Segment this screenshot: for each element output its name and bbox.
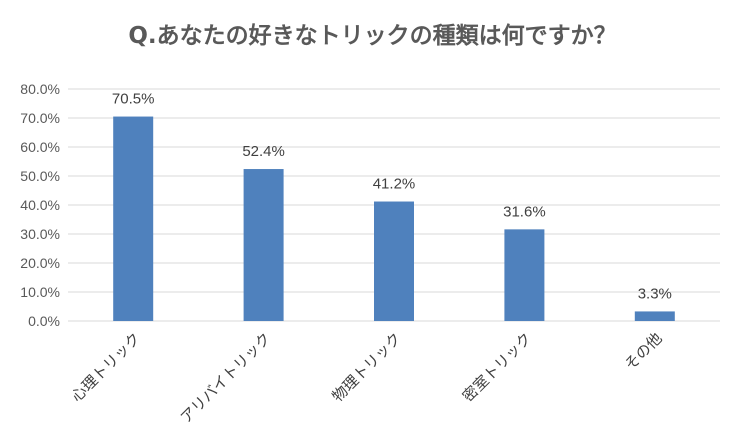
y-tick-label: 0.0%	[28, 313, 60, 329]
bar	[374, 201, 414, 321]
data-label: 41.2%	[373, 176, 416, 193]
y-tick-label: 60.0%	[20, 139, 60, 155]
bar	[634, 311, 675, 321]
category-label: 心理トリック	[68, 329, 144, 405]
y-tick-label: 10.0%	[20, 284, 60, 300]
bar	[113, 116, 154, 321]
category-label: その他	[621, 329, 666, 374]
category-label: 密室トリック	[459, 329, 535, 405]
data-label: 52.4%	[242, 143, 285, 160]
chart-title: Q.あなたの好きなトリックの種類は何ですか？	[128, 23, 617, 49]
bar	[243, 169, 284, 321]
y-tick-label: 20.0%	[20, 255, 60, 271]
data-label: 3.3%	[638, 285, 672, 302]
bar	[504, 229, 545, 321]
y-tick-label: 80.0%	[20, 81, 60, 97]
y-tick-label: 30.0%	[20, 226, 60, 242]
y-tick-label: 40.0%	[20, 197, 60, 213]
data-label: 31.6%	[503, 203, 546, 220]
category-label: アリバイトリック	[177, 329, 275, 427]
data-label: 70.5%	[112, 91, 155, 108]
y-tick-label: 70.0%	[20, 110, 60, 126]
y-tick-label: 50.0%	[20, 168, 60, 184]
category-label: 物理トリック	[328, 329, 404, 405]
